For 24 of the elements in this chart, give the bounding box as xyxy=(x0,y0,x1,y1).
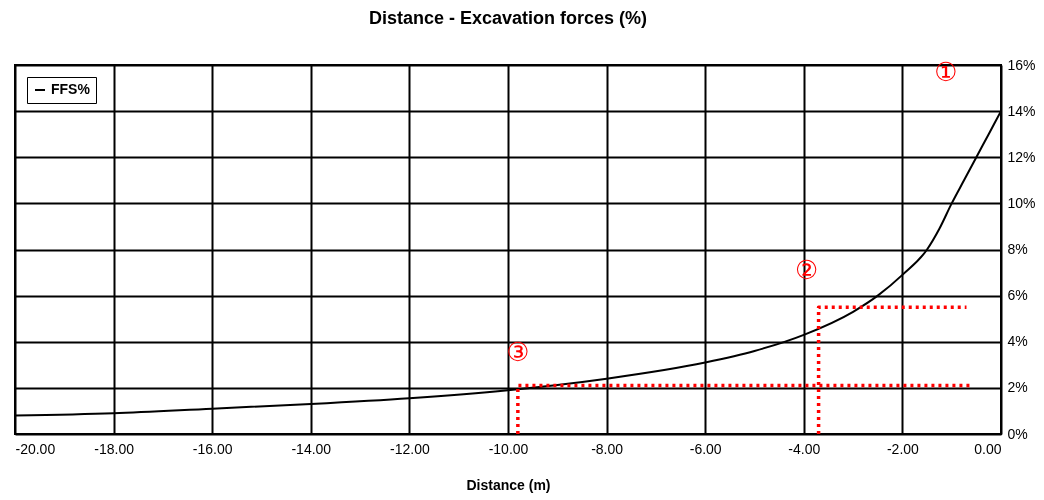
x-tick-label: -6.00 xyxy=(689,440,722,457)
annotation: ① xyxy=(934,57,958,88)
y-tick-label: 10% xyxy=(1007,194,1036,211)
legend-label: FFS% xyxy=(51,81,91,97)
x-axis-title: Distance (m) xyxy=(466,476,551,493)
x-tick-label: -10.00 xyxy=(488,440,529,457)
x-tick-label: -8.00 xyxy=(591,440,624,457)
y-tick-label: 6% xyxy=(1007,287,1028,304)
x-tick-label: -2.00 xyxy=(886,440,920,457)
x-tick-label: -14.00 xyxy=(291,440,332,457)
chart-title: Distance - Excavation forces (%) xyxy=(368,8,648,28)
x-tick-label: 0.00 xyxy=(974,440,1002,457)
x-tick-label: -12.00 xyxy=(390,440,430,457)
x-tick-label: -16.00 xyxy=(192,440,233,457)
y-tick-label: 4% xyxy=(1007,333,1028,350)
y-tick-label: 0% xyxy=(1007,425,1028,442)
x-tick-label: -20.00 xyxy=(15,440,56,457)
y-tick-label: 16% xyxy=(1007,56,1036,73)
x-tick-label: -18.00 xyxy=(94,440,135,457)
y-tick-label: 12% xyxy=(1007,148,1036,165)
x-tick-label: -4.00 xyxy=(788,440,821,457)
y-tick-label: 8% xyxy=(1007,241,1028,257)
y-tick-label: 14% xyxy=(1007,102,1036,119)
y-tick-label: 2% xyxy=(1007,379,1028,396)
